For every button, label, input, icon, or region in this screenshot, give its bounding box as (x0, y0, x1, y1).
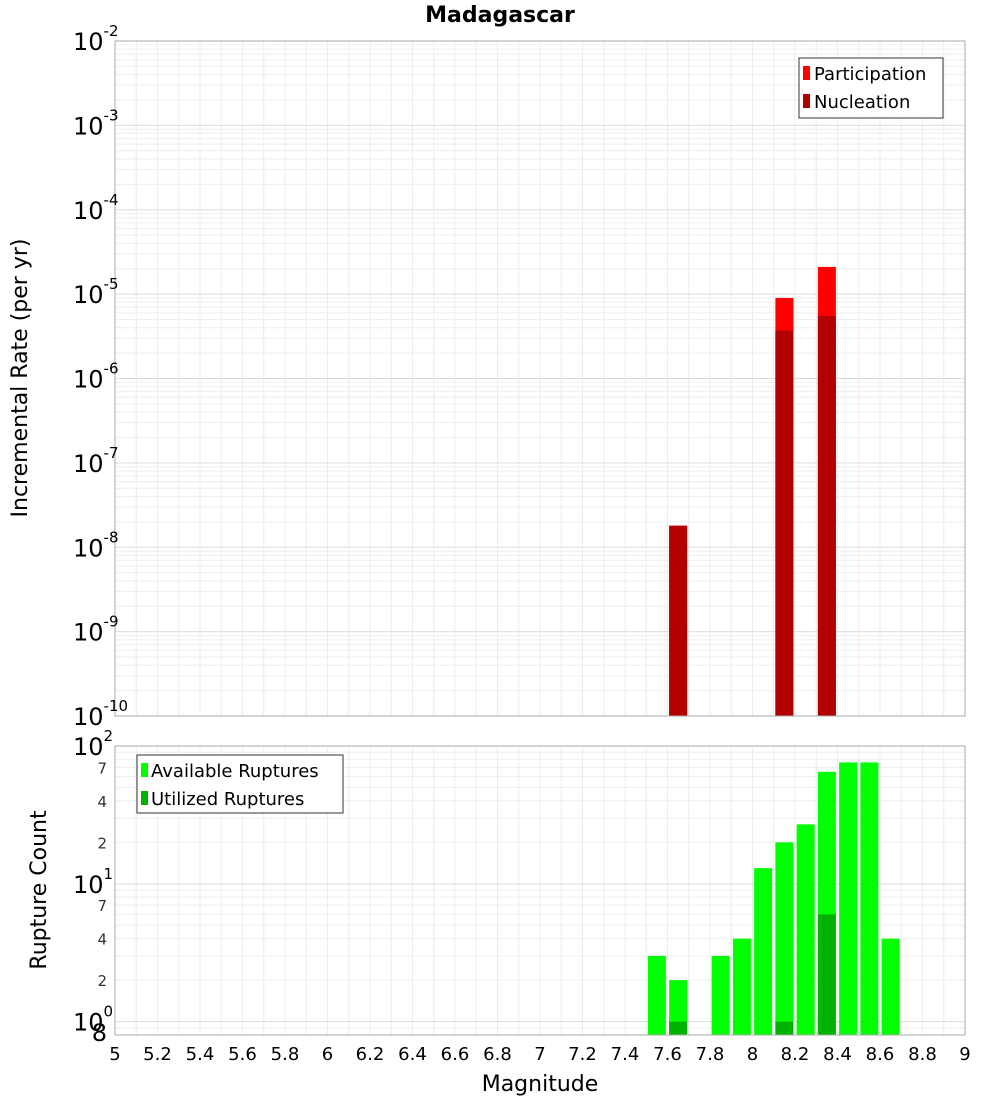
x-tick-labels: 5 5.2 5.4 5.6 5.8 6 6.2 6.4 6.6 6.8 7 7.2 7.4 7.6 7.8 8… (109, 1044, 970, 1065)
y-tick-label: 10-9 (73, 613, 119, 647)
y-tick-label: 4 (97, 793, 107, 811)
bar-available-ruptures (860, 762, 879, 1035)
bar-available-ruptures (796, 824, 815, 1035)
x-tick-label: 5.8 (271, 1044, 300, 1065)
x-tick-label: 5.6 (228, 1044, 257, 1065)
bottom-legend-box (136, 754, 344, 814)
legend-swatch-participation (803, 66, 810, 80)
bar-available-ruptures (754, 868, 773, 1035)
bar-nucleation (817, 316, 836, 716)
y-tick-label: 100 (73, 1003, 113, 1037)
x-tick-label: 6 (322, 1044, 333, 1065)
bottom-legend: Available Ruptures Utilized Ruptures (136, 754, 344, 814)
y-tick-label: 10-5 (73, 275, 119, 309)
y-tick-label: 4 (97, 931, 107, 949)
x-tick-label: 6.6 (441, 1044, 470, 1065)
y-tick-label: 101 (73, 865, 113, 899)
top-y-tick-labels: 10-10 10-9 10-8 10-7 10-6 10-5 10-4 10-3 10-2 (73, 22, 128, 731)
bar-nucleation (775, 330, 794, 716)
legend-swatch-nucleation (803, 94, 810, 108)
x-axis-label: Magnitude (482, 1072, 599, 1097)
y-tick-label: 10-7 (73, 444, 119, 478)
legend-label-nucleation: Nucleation (814, 92, 910, 113)
bar-utilized-ruptures (669, 1021, 688, 1035)
chart-title: Madagascar (425, 3, 575, 28)
top-panel: 10-10 10-9 10-8 10-7 10-6 10-5 10-4 10-3 10-2 In… (8, 22, 966, 731)
top-grid (114, 41, 966, 717)
y-tick-label: 102 (73, 727, 113, 761)
legend-label-participation: Participation (814, 64, 926, 85)
x-tick-label: 8.2 (781, 1044, 810, 1065)
y-tick-label: 10-6 (73, 360, 119, 394)
bar-utilized-ruptures (775, 1021, 794, 1035)
y-tick-label: 8 (92, 1019, 107, 1047)
x-tick-label: 5.2 (143, 1044, 172, 1065)
x-tick-label: 6.4 (398, 1044, 427, 1065)
top-bars (669, 266, 836, 716)
bar-available-ruptures (647, 955, 666, 1035)
legend-swatch-utilized-ruptures (141, 791, 148, 805)
x-tick-label: 9 (959, 1044, 970, 1065)
y-tick-label: 10-2 (73, 22, 119, 56)
x-tick-label: 7.8 (696, 1044, 725, 1065)
bottom-y-axis-label: Rupture Count (27, 810, 52, 970)
bar-available-ruptures (881, 938, 900, 1035)
y-tick-label: 7 (97, 897, 107, 915)
bottom-bars (647, 762, 900, 1035)
bottom-plot-frame (114, 745, 966, 1036)
x-tick-label: 7 (534, 1044, 545, 1065)
x-tick-label: 6.8 (483, 1044, 512, 1065)
y-tick-label: 10-10 (73, 697, 128, 731)
bar-available-ruptures (669, 980, 688, 1035)
bar-utilized-ruptures (817, 914, 836, 1035)
y-tick-label: 2 (97, 972, 107, 990)
y-tick-label: 10-3 (73, 106, 119, 140)
x-tick-label: 8 (747, 1044, 758, 1065)
top-legend: Participation Nucleation (798, 57, 944, 119)
bar-available-ruptures (711, 955, 730, 1035)
legend-label-utilized-ruptures: Utilized Ruptures (151, 789, 304, 810)
legend-label-available-ruptures: Available Ruptures (151, 761, 319, 782)
x-tick-label: 5.4 (186, 1044, 215, 1065)
top-legend-box (798, 57, 944, 119)
x-tick-label: 8.8 (908, 1044, 937, 1065)
x-tick-label: 7.2 (568, 1044, 597, 1065)
x-tick-label: 7.6 (653, 1044, 682, 1065)
x-tick-label: 5 (109, 1044, 120, 1065)
x-tick-label: 8.6 (866, 1044, 895, 1065)
y-tick-label: 2 (97, 834, 107, 852)
x-tick-label: 6.2 (356, 1044, 385, 1065)
top-y-axis-label: Incremental Rate (per yr) (8, 239, 33, 518)
bar-nucleation (669, 525, 688, 716)
top-plot-frame (114, 40, 966, 717)
y-tick-label: 10-8 (73, 528, 119, 562)
bar-available-ruptures (732, 938, 751, 1035)
legend-swatch-available-ruptures (141, 763, 148, 777)
x-tick-label: 8.4 (823, 1044, 852, 1065)
bar-available-ruptures (775, 842, 794, 1035)
y-tick-label: 7 (97, 759, 107, 777)
bar-available-ruptures (839, 762, 858, 1035)
y-tick-label: 10-4 (73, 191, 119, 225)
x-tick-label: 7.4 (611, 1044, 640, 1065)
